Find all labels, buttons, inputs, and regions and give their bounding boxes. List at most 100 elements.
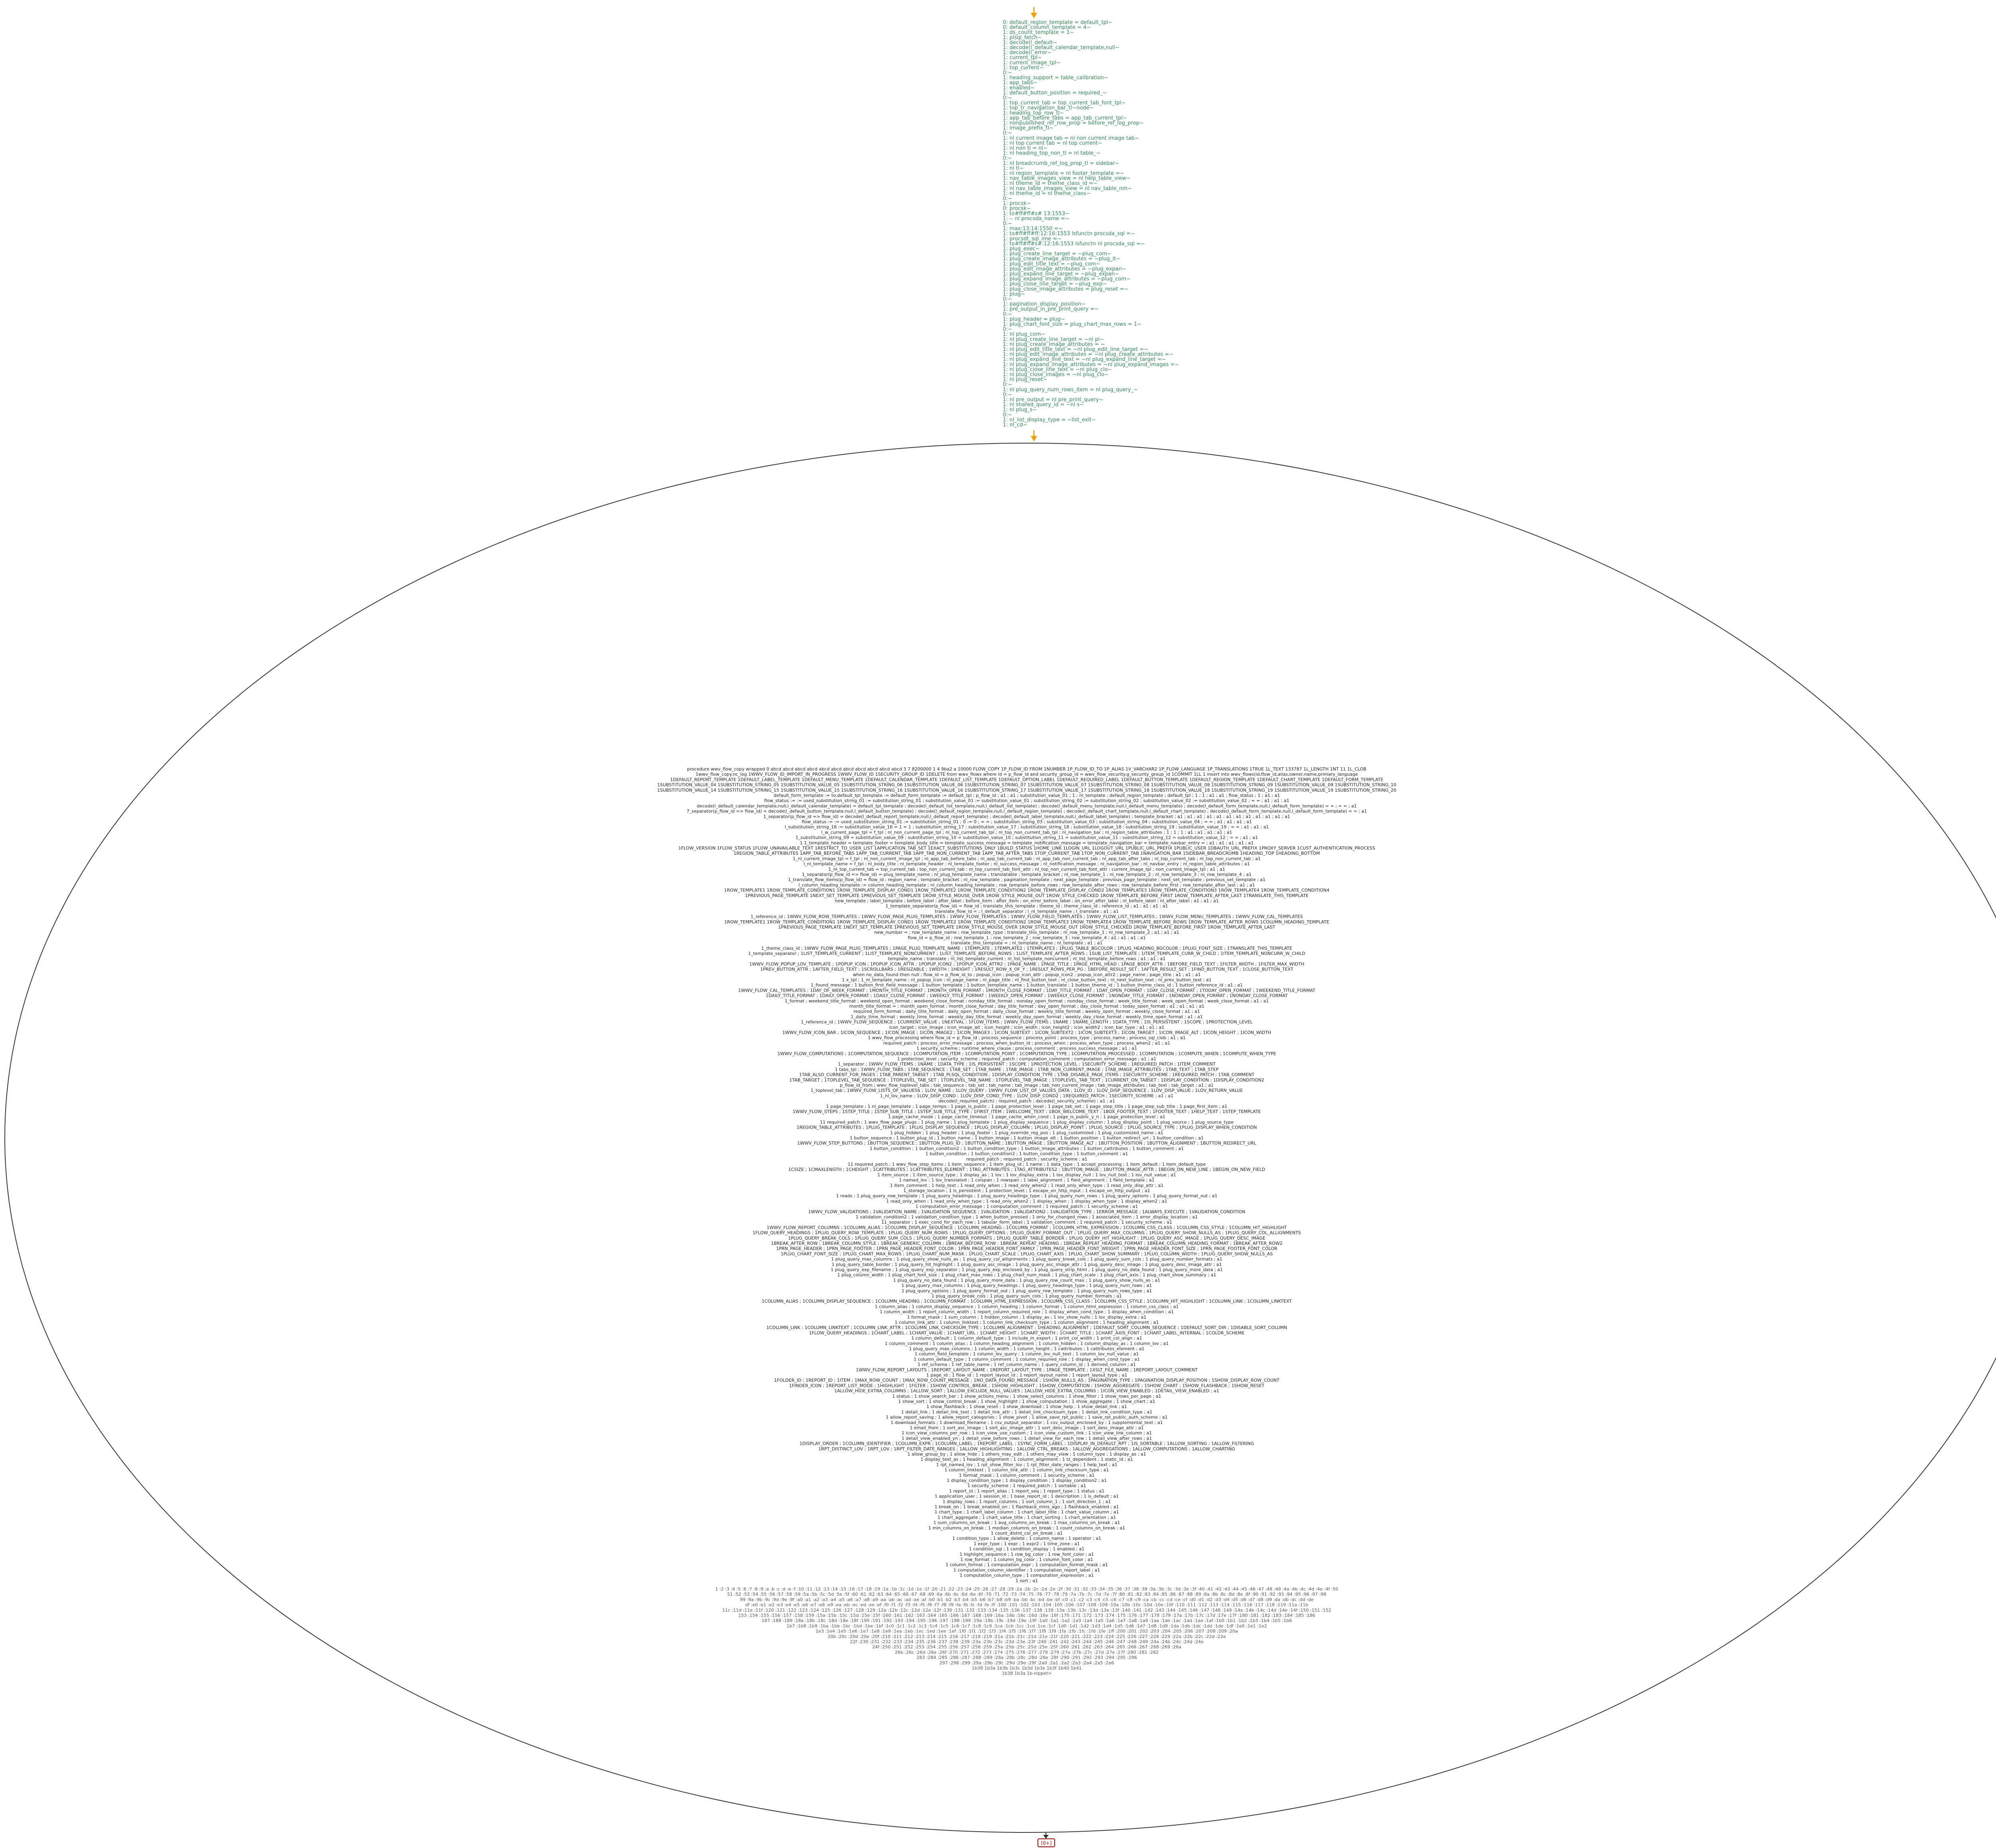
main-node-line: l_column_heading_template := column_head… [798,882,1255,887]
main-node-line: 1 application_user ; 1 session_id ; 1 ba… [935,1494,1119,1499]
main-node-line: 1WWV_FLOW_COMPUTATIONS ; 1COMPUTATION_SE… [777,1051,1276,1056]
main-node-line: 1 plug_query_options ; 1 plug_query_form… [901,1288,1152,1293]
main-node-digit-line: 153 :154 :155 :156 :157 :158 :159 :15a :… [738,1613,1315,1618]
header-node-line: 1: plug_close_line_target = ~plug_exp~ [1003,281,1107,287]
main-node-line: 1 x_tpl ; 1_nl_template_name ; nl_popup_… [842,977,1212,982]
main-node-line: 1DISPLAY_ORDER ; 1COLUMN_IDENTIFIER ; 1C… [800,1441,1254,1446]
main-node-line: 1REGION_TABLE_ATTRIBUTES ; 1PLUG_TEMPLAT… [796,1125,1257,1130]
main-node-line: required_patch ; required_patch ; securi… [966,1157,1087,1162]
main-node-line: 1_template_separator ; 1LIST_TEMPLATE_CU… [748,951,1305,956]
main-node-line: 1 detail_view_enabled_yn ; 1 detail_view… [901,1436,1152,1441]
main-node-line: 1 count_distnt_col_on_break ; a1 [991,1531,1063,1536]
header-node-line: 1: nl non tl = nl~ [1003,145,1048,151]
main-node-line: 1 item_comment ; 1 help_text ; 1 read_on… [890,1183,1164,1188]
main-node-digit-line: 1e3 :1e4 :1e5 :1e6 :1e7 :1e8 :1e9 :1ea :… [816,1629,1238,1634]
main-node-line: 1WWV_FLOW_VALIDATIONS ; 1VALIDATION_NAME… [808,1209,1246,1214]
main-node-line: 1TAB_ALSO_CURRENT_FOR_PAGES ; 1TAB_PAREN… [799,1072,1255,1078]
header-node-line: 1: top_tr_navigation_bar_tl~node~ [1003,105,1094,111]
main-node-line: 1 email_from ; 1 sort_asc_image ; 1 sort… [910,1425,1144,1430]
main-node-line: 1PREVIOUS_PAGE_TEMPLATE 1NEXT_SET_TEMPLA… [745,893,1309,898]
main-node-line: 1 page_template ; 1 nl_page_template ; 1… [826,1104,1228,1109]
header-node-line: 1: nl tl~ [1003,165,1024,171]
main-node-line: 11 required_patch ; 1 wwv_flow_page_plug… [820,1119,1234,1125]
main-node-line: 1COLUMN_LINK ; 1COLUMN_LINKTEXT ; 1COLUM… [766,1325,1287,1330]
header-node-line: 1: nl plug_expand_image_attributes = ~nl… [1003,362,1179,368]
main-node-line: 1FINDER_ICON ; 1REPORT_LIST_MODE ; 1HIGH… [789,1383,1265,1388]
main-node-line: 1 detail_link ; 1 detail_link_text ; 1 d… [901,1409,1152,1414]
main-node-line: 1 button_condition ; 1 button_condition2… [870,1146,1184,1151]
main-node-line: 1 plug_query_table_border ; 1 plug_query… [832,1262,1222,1267]
header-node-line: 0:~ [1003,130,1012,136]
header-node-line: 1: nl heading_top_non_tl = nl table_~ [1003,151,1101,156]
main-node-line: flow_id = p_flow_id ; row_template_1 ; r… [908,935,1146,940]
main-node-line: 1 sum_columns_on_break ; 1 avg_columns_o… [933,1520,1120,1525]
main-node-line: 1 format_mask ; 1 column_comment ; 1 sec… [959,1473,1095,1478]
header-node-line: 1: nl nav_table_images_view = nl nav_tab… [1003,186,1132,192]
header-to-main-edge [1031,430,1037,442]
main-node-line: 1_nl_current_image_tpl = f_tpl ; nl_non_… [793,856,1261,861]
main-node-line: 1 allow_report_saving ; 1 allow_report_c… [886,1415,1168,1420]
header-node-line: 1: current_tpl~ [1003,55,1042,61]
main-node-line: 1DEFAULT_REPORT_TEMPLATE 1DEFAULT_LABEL_… [670,777,1383,782]
header-node-line: 1: current_image_tpl~ [1003,60,1061,66]
header-node-line: 1: image_prefix_tl~ [1003,125,1053,131]
main-node-line: 1 display_rows ; 1 report_columns ; 1 so… [943,1499,1111,1504]
header-node-line: 1: nl plug_reset~ [1003,377,1047,383]
main-node-line: 1 column_link_attr ; 1 column_linktext ;… [895,1320,1158,1325]
main-node-line: l_nl_template_name = f_tpl ; nl_body_tit… [804,862,1250,867]
main-node-line: 1_translate_flow_items(p_flow_id) = flow… [788,877,1265,882]
header-node-line: 1: app_tab_before_tabs = app_tab_current… [1003,115,1127,121]
main-node: procedure wwv_flow_copy wrapped 0 abcd a… [4,443,1996,1833]
main-node-line: decode(l_required_patch) ; required_patc… [939,1099,1115,1104]
header-node-line: 0:~ [1003,382,1012,388]
main-node-line: 1ROW_TEMPLATE1 1ROW_TEMPLATE_CONDITION1 … [724,888,1329,893]
header-node-line: 0:~ [1003,95,1012,101]
header-node-line: 0:~ [1003,196,1012,202]
main-node-line: 1BREAK_AFTER_ROW ; 1BREAK_COLUMN_STYLE ;… [771,1241,1282,1246]
main-node-line: 1 computation_column_identifier ; 1 comp… [953,1567,1100,1573]
header-node-line: 1: top_current~ [1003,65,1044,71]
header-node-line: 1: max:13:14:1550 =~ [1003,226,1063,232]
main-node-line: 1 format_mask ; 1 sum_column ; 1 hidden_… [907,1315,1146,1320]
header-node-line: 1: nl pre_output = nl pre_print_query~ [1003,397,1103,403]
main-node-line: procedure wwv_flow_copy wrapped 0 abcd a… [687,767,1366,772]
main-node-line: 1wwv_flow_copy.nc_log 1WWV_FLOW_ID_IMPOR… [695,772,1358,777]
main-node-line: 1 plug_query_max_columns ; 1 column_widt… [909,1346,1145,1351]
main-node-line: 1_reference_id ; 1WWV_FLOW_ROW_TEMPLATES… [750,914,1303,919]
terminal-node-label: [0+] [1041,1840,1051,1846]
main-node-line: 1FLOW_QUERY_HEADINGS ; 1CHART_LABEL ; 1C… [809,1330,1245,1335]
main-node-line: flow_status := := used_substitution_stri… [764,798,1289,803]
main-node-line: 1 condition_type ; 1 allow_delete ; 1 co… [952,1536,1101,1541]
header-node-line: 1: plug_header = plug~ [1003,316,1065,322]
main-node-line: 1 plug_hidden ; 1 plug_header ; 1 plug_f… [890,1130,1163,1135]
main-node-line: 1 break_on ; 1 break_enabled_on ; 1 flas… [935,1504,1119,1509]
main-node-line: 1 security_scheme ; runtime_where_clause… [916,1046,1137,1051]
header-node-line: 1: nl plug_create_image_attributes = ~ [1003,341,1105,347]
header-node-line: 1: nonpublished_ref_row_prop = before_re… [1003,120,1144,126]
main-node-line: 1_reference_id ; 1WWV_FLOW_SEQUENCE ; 1C… [801,1020,1253,1025]
header-node-line: 0:~ [1003,221,1012,227]
main-node-line: 1 column_linktext ; 1 column_link_attr ;… [945,1468,1109,1473]
header-node-line: 1: nl breadcrumb_ref_log_prop_tl = sideb… [1003,160,1119,166]
main-node-line: 1 page_id ; 1 flow_id ; 1 report_layout_… [926,1373,1127,1378]
main-node-line: 1_format ; weekend_title_format ; weeken… [785,998,1269,1004]
header-node-line: 1: decode(l_default~ [1003,40,1057,46]
main-node-line: 1 chart_aggregate ; 1 chart_value_title … [938,1515,1116,1520]
main-node-line: 1 column_alias ; 1 column_display_sequen… [875,1304,1178,1309]
main-node-line: when no_data_found then null ; flow_id =… [853,972,1200,977]
header-node-line: 1: plug_edit_title_text = ~plug_com~ [1003,261,1100,267]
main-node-line: 1PREVIOUS_PAGE_TEMPLATE 1NEXT_SET_TEMPLA… [778,925,1275,930]
header-node-line: 1: plug_create_image_attributes = ~plug_… [1003,256,1120,262]
header-node-line: 0:~ [1003,155,1012,161]
main-node-line: 1 reads ; 1 plug_query_row_template ; 1 … [836,1193,1217,1198]
header-node-line: 1: nl plug_s~ [1003,407,1037,413]
main-node-line: 1 plug_column_width ; 1 plug_chart_font_… [837,1272,1216,1278]
main-node-line: 1COLUMN_ALIAS ; 1COLUMN_DISPLAY_SEQUENCE… [762,1299,1292,1304]
terminal-node: [0+] [1038,1838,1055,1847]
main-node-line: month_title_format = ; month_open_format… [849,1004,1204,1009]
main-node-line: 1 column_field_template ; 1 column_lov_q… [915,1351,1139,1357]
main-node-line: 1_storage_location ; 1 is_persistent ; 1… [903,1188,1150,1193]
main-node-line: 11 required_patch ; 1 wwv_flow_step_item… [848,1162,1206,1167]
main-node-digit-line: 1 :2 :3 :4 :5 :6 :7 :8 :9 :a :b :c :d :e… [715,1587,1339,1592]
